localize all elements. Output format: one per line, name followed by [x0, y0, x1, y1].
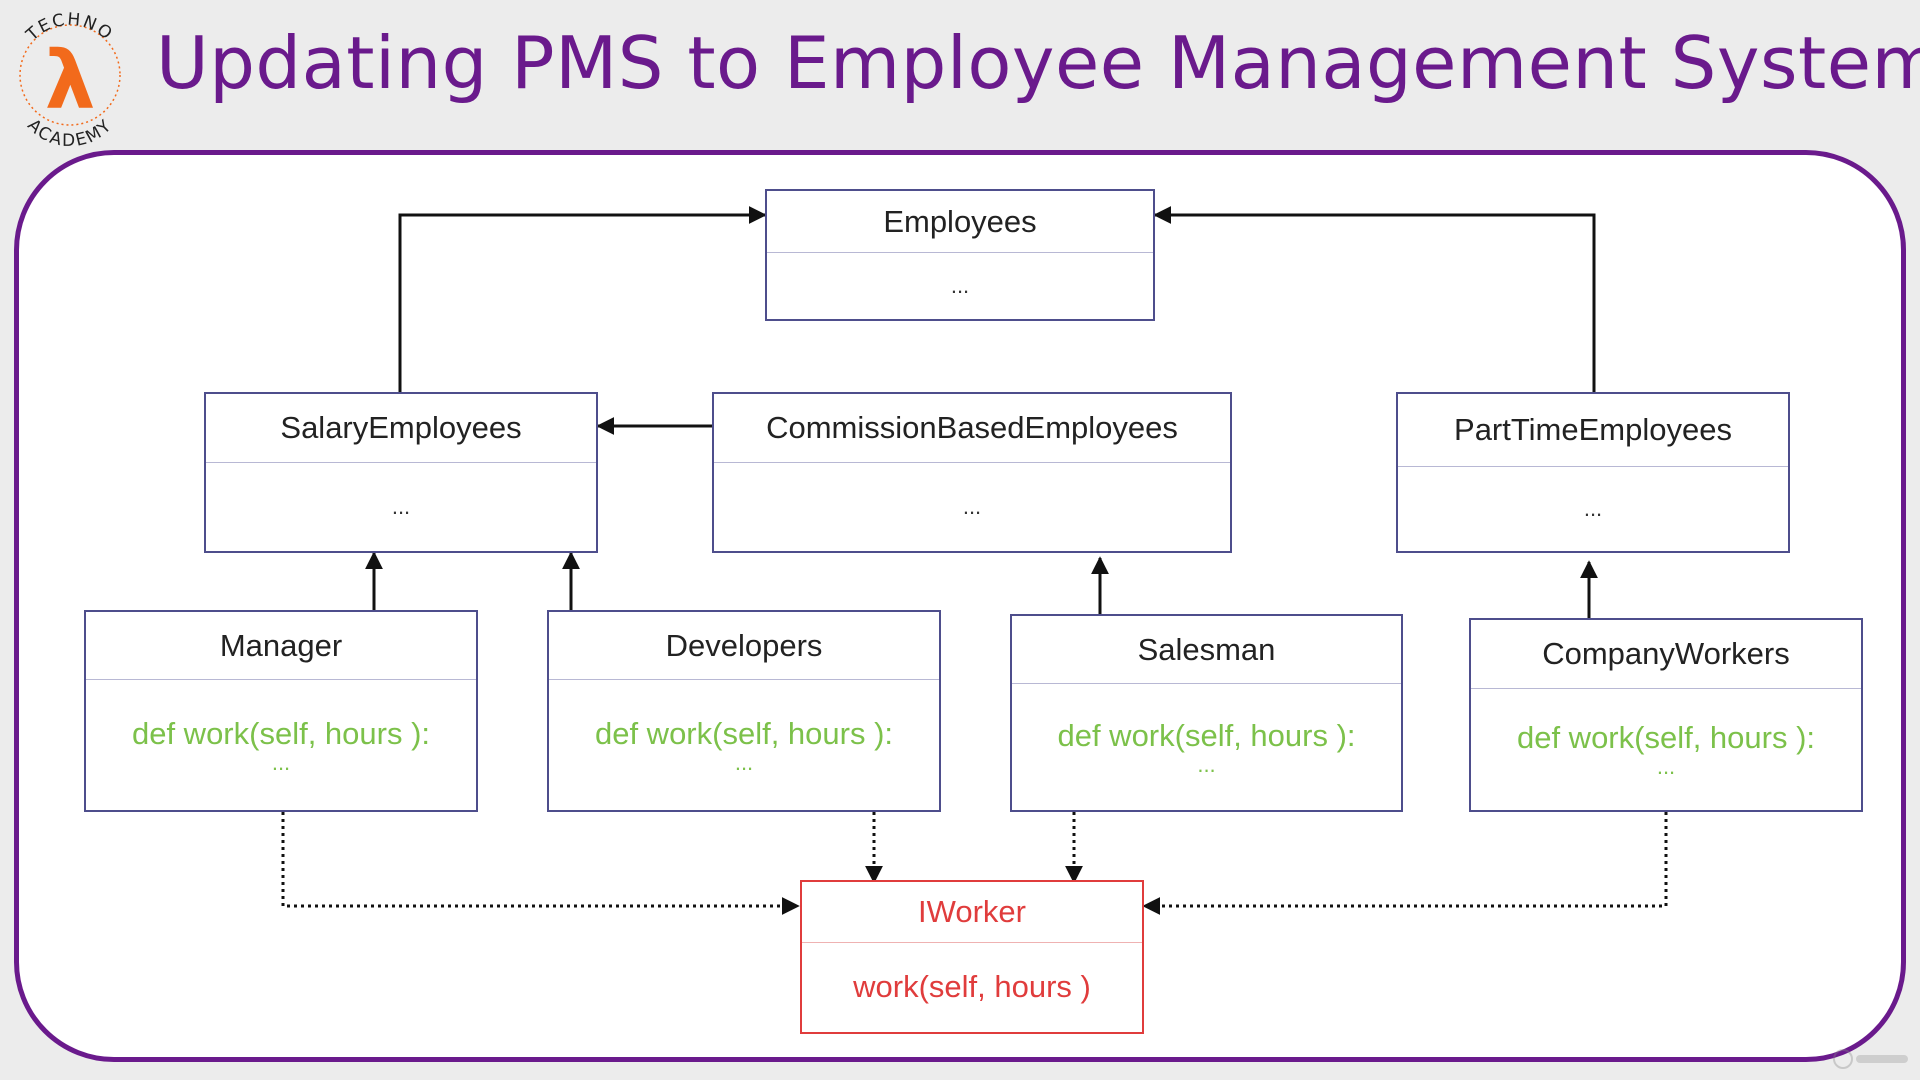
interface-method: work(self, hours ): [853, 969, 1091, 1004]
class-name: Manager: [86, 612, 476, 680]
class-name: Developers: [549, 612, 939, 680]
class-name: SalaryEmployees: [206, 394, 596, 463]
class-name: CompanyWorkers: [1471, 620, 1861, 689]
class-body-ellipsis: ...: [962, 493, 982, 519]
class-box-employees: Employees ...: [765, 189, 1155, 321]
class-name: CommissionBasedEmployees: [714, 394, 1230, 463]
interface-box-iworker: IWorker work(self, hours ): [800, 880, 1144, 1034]
method-signature: def work(self, hours ):: [1057, 717, 1356, 753]
class-body: ...: [767, 252, 1153, 319]
method-ellipsis: ...: [271, 749, 291, 775]
class-box-manager: Manager def work(self, hours ): ...: [84, 610, 478, 812]
page-title: Updating PMS to Employee Management Syst…: [156, 21, 1920, 105]
class-box-parttime-employees: PartTimeEmployees ...: [1396, 392, 1790, 553]
method-ellipsis: ...: [1197, 751, 1216, 777]
class-body: def work(self, hours ): ...: [1471, 688, 1861, 810]
class-body: def work(self, hours ): ...: [549, 679, 939, 810]
inherit-arrow-salary-employees: [398, 206, 767, 392]
class-box-commission-based-employees: CommissionBasedEmployees ...: [712, 392, 1232, 553]
class-name: PartTimeEmployees: [1398, 394, 1788, 467]
realize-arrow-manager-iworker: [281, 812, 800, 915]
video-watermark-icon: [1833, 1049, 1908, 1069]
class-name: Salesman: [1012, 616, 1401, 684]
method-ellipsis: ...: [734, 749, 754, 775]
lambda-icon: λ: [45, 34, 96, 127]
method-signature: def work(self, hours ):: [131, 715, 431, 751]
interface-name: IWorker: [802, 882, 1142, 943]
class-body-ellipsis: ...: [1583, 495, 1603, 521]
class-body: def work(self, hours ): ...: [86, 679, 476, 810]
interface-body: work(self, hours ): [802, 942, 1142, 1032]
class-box-company-workers: CompanyWorkers def work(self, hours ): .…: [1469, 618, 1863, 812]
class-box-developers: Developers def work(self, hours ): ...: [547, 610, 941, 812]
realize-arrow-companyworkers-iworker: [1142, 812, 1668, 915]
class-body: ...: [714, 462, 1230, 551]
method-ellipsis: ...: [1656, 754, 1676, 779]
class-body: ...: [206, 462, 596, 551]
inherit-arrow-parttime-employees: [1153, 206, 1596, 392]
class-body: def work(self, hours ): ...: [1012, 683, 1401, 810]
class-box-salary-employees: SalaryEmployees ...: [204, 392, 598, 553]
method-signature: def work(self, hours ):: [594, 715, 894, 751]
techno-academy-logo: TECHNO ACADEMY λ: [19, 10, 121, 150]
class-name: Employees: [767, 191, 1153, 253]
class-body-ellipsis: ...: [950, 272, 970, 298]
method-signature: def work(self, hours ):: [1516, 720, 1816, 755]
class-body-ellipsis: ...: [391, 493, 411, 519]
class-body: ...: [1398, 466, 1788, 551]
class-box-salesman: Salesman def work(self, hours ): ...: [1010, 614, 1403, 812]
